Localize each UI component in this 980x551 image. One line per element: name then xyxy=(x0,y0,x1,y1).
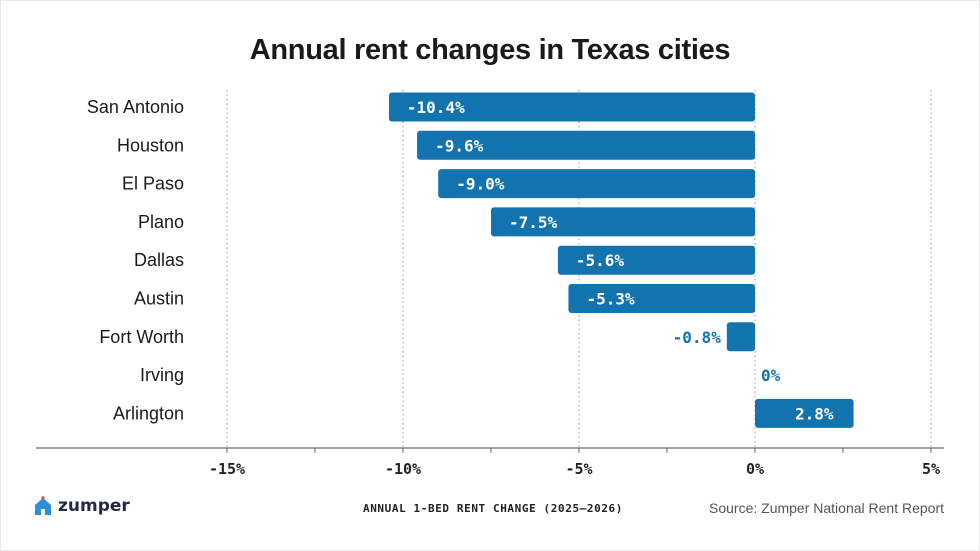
house-heart-icon xyxy=(35,496,51,515)
bars: -10.4% -9.6% -9.0%-7.5% -5.6% -5.3% -0.8% 0% 2.… xyxy=(388,92,854,428)
data-label: 0% xyxy=(761,366,781,385)
x-tick-labels: -15% -10% -5% 0% 5% xyxy=(209,460,940,478)
bar xyxy=(726,322,755,352)
data-label: -5.6% xyxy=(576,251,625,270)
data-label: -10.4% xyxy=(407,98,465,117)
bar xyxy=(755,398,854,428)
x-tick-label: 5% xyxy=(922,460,940,478)
category-label: Arlington xyxy=(113,403,184,423)
brand-name: zumper xyxy=(58,496,130,516)
category-label: Irving xyxy=(140,365,184,385)
zumper-logo: zumper xyxy=(34,496,130,516)
category-labels: San Antonio Houston El Paso Plano Dallas Aust… xyxy=(87,97,184,423)
x-tick-label: 0% xyxy=(746,460,764,478)
chart-title: Annual rent changes in Texas cities xyxy=(249,34,731,66)
bar xyxy=(438,169,755,199)
bar xyxy=(557,245,755,275)
x-tick-label: -5% xyxy=(565,460,592,478)
data-label: 2.8% xyxy=(795,404,834,423)
x-tick-label: -15% xyxy=(209,460,245,478)
category-label: Houston xyxy=(117,135,184,155)
bar xyxy=(388,92,755,122)
category-label: Dallas xyxy=(134,250,184,270)
data-label: -9.6% xyxy=(435,136,484,155)
x-tick-label: -10% xyxy=(385,460,421,478)
category-label: El Paso xyxy=(122,174,184,194)
category-label: Fort Worth xyxy=(99,327,184,347)
bar xyxy=(491,207,755,237)
category-label: Austin xyxy=(134,289,184,309)
data-label: -0.8% xyxy=(673,328,722,347)
category-label: Plano xyxy=(138,212,184,232)
data-label: -9.0% xyxy=(456,175,505,194)
data-label: -5.3% xyxy=(586,290,635,309)
category-label: San Antonio xyxy=(87,97,184,117)
x-axis-label: ANNUAL 1-BED RENT CHANGE (2025–2026) xyxy=(362,502,623,515)
source-note: Source: Zumper National Rent Report xyxy=(709,500,944,516)
data-label: -7.5% xyxy=(509,213,558,232)
bar xyxy=(568,284,755,313)
bar xyxy=(417,130,755,160)
